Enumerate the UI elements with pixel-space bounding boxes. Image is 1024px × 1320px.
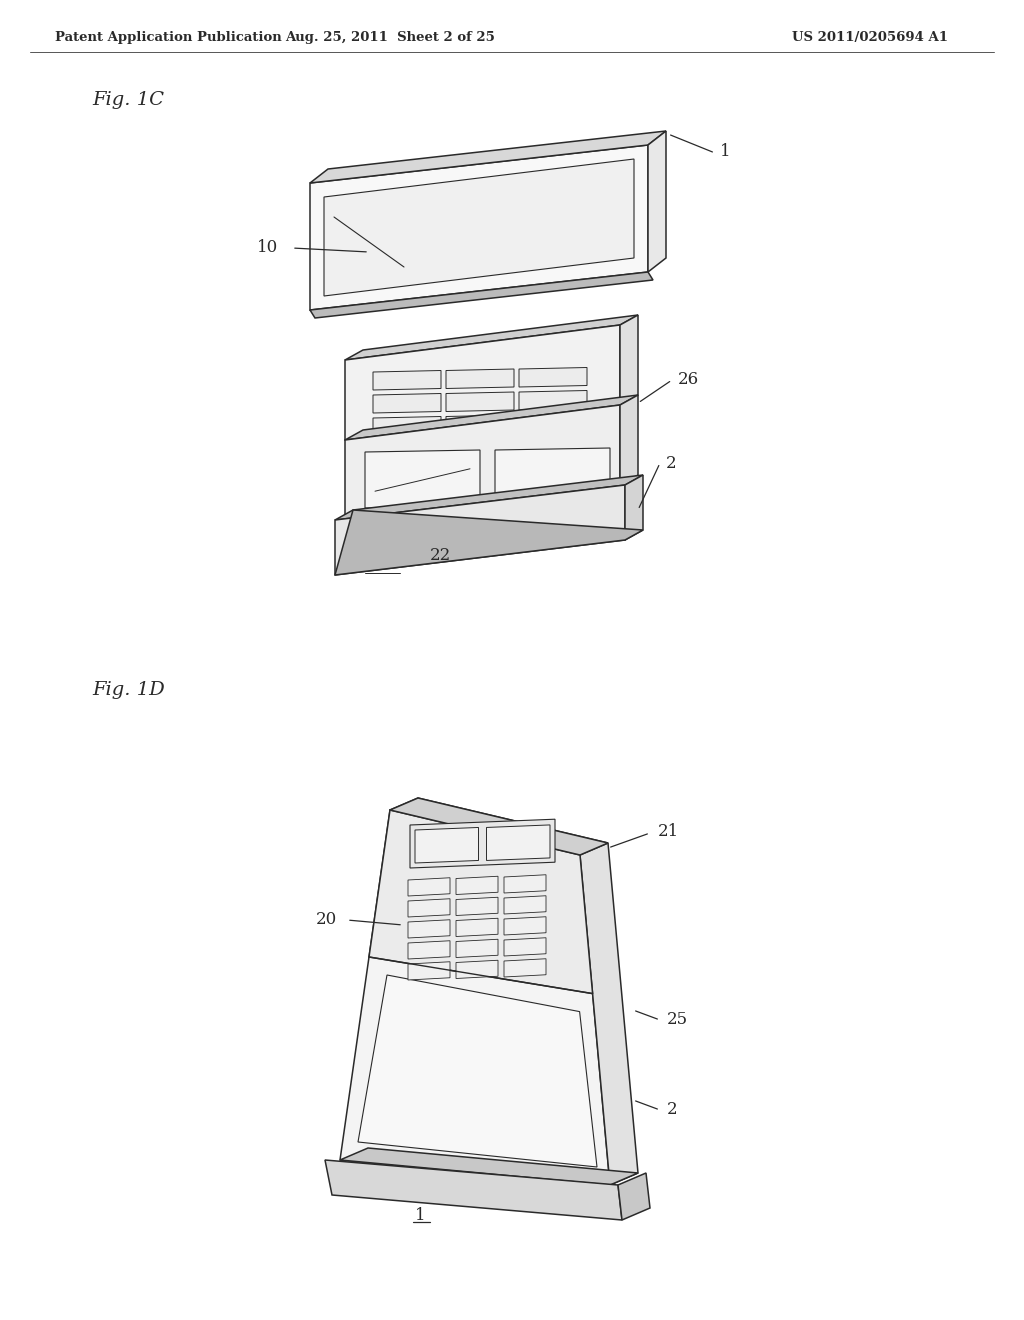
Text: 26: 26 — [678, 371, 699, 388]
Polygon shape — [408, 878, 450, 896]
Polygon shape — [373, 371, 441, 389]
Text: Fig. 1D: Fig. 1D — [92, 681, 165, 700]
Polygon shape — [620, 315, 638, 405]
Polygon shape — [345, 405, 620, 520]
Polygon shape — [456, 919, 498, 936]
Polygon shape — [519, 437, 587, 455]
Text: Aug. 25, 2011  Sheet 2 of 25: Aug. 25, 2011 Sheet 2 of 25 — [285, 32, 495, 45]
Polygon shape — [310, 145, 648, 310]
Text: 20: 20 — [315, 912, 337, 928]
Polygon shape — [519, 367, 587, 387]
Polygon shape — [504, 917, 546, 935]
Polygon shape — [618, 1173, 650, 1220]
Text: Fig. 1C: Fig. 1C — [92, 91, 164, 110]
Polygon shape — [310, 272, 653, 318]
Polygon shape — [345, 395, 638, 440]
Polygon shape — [625, 475, 643, 540]
Text: US 2011/0205694 A1: US 2011/0205694 A1 — [792, 32, 948, 45]
Polygon shape — [486, 825, 550, 861]
Polygon shape — [408, 941, 450, 960]
Text: 2: 2 — [666, 454, 677, 471]
Polygon shape — [340, 1148, 638, 1185]
Polygon shape — [504, 896, 546, 913]
Polygon shape — [456, 876, 498, 895]
Polygon shape — [335, 510, 643, 576]
Polygon shape — [456, 898, 498, 916]
Polygon shape — [446, 414, 514, 434]
Polygon shape — [408, 962, 450, 979]
Polygon shape — [390, 799, 608, 855]
Text: 2: 2 — [667, 1101, 678, 1118]
Polygon shape — [456, 960, 498, 978]
Text: 10: 10 — [257, 239, 278, 256]
Polygon shape — [648, 131, 666, 272]
Polygon shape — [325, 1160, 622, 1220]
Polygon shape — [446, 370, 514, 388]
Polygon shape — [580, 843, 638, 1185]
Polygon shape — [373, 417, 441, 436]
Text: 22: 22 — [429, 546, 451, 564]
Polygon shape — [390, 799, 608, 855]
Polygon shape — [408, 899, 450, 917]
Polygon shape — [519, 391, 587, 411]
Text: Patent Application Publication: Patent Application Publication — [55, 32, 282, 45]
Polygon shape — [504, 937, 546, 956]
Polygon shape — [335, 475, 643, 520]
Polygon shape — [373, 393, 441, 413]
Polygon shape — [415, 828, 478, 863]
Polygon shape — [408, 920, 450, 939]
Text: 1: 1 — [415, 1206, 425, 1224]
Polygon shape — [504, 958, 546, 977]
Polygon shape — [345, 325, 620, 440]
Text: 1: 1 — [720, 144, 731, 161]
Polygon shape — [446, 392, 514, 412]
Polygon shape — [345, 315, 638, 360]
Polygon shape — [495, 447, 610, 506]
Polygon shape — [335, 484, 625, 576]
Polygon shape — [369, 810, 593, 994]
Text: 21: 21 — [658, 822, 679, 840]
Polygon shape — [340, 810, 610, 1185]
Polygon shape — [519, 413, 587, 433]
Polygon shape — [310, 131, 666, 183]
Polygon shape — [410, 820, 555, 869]
Polygon shape — [446, 438, 514, 458]
Polygon shape — [365, 450, 480, 508]
Polygon shape — [504, 875, 546, 894]
Polygon shape — [620, 395, 638, 484]
Polygon shape — [324, 158, 634, 296]
Polygon shape — [456, 940, 498, 957]
Polygon shape — [373, 440, 441, 459]
Text: 25: 25 — [667, 1011, 688, 1028]
Polygon shape — [358, 975, 597, 1167]
